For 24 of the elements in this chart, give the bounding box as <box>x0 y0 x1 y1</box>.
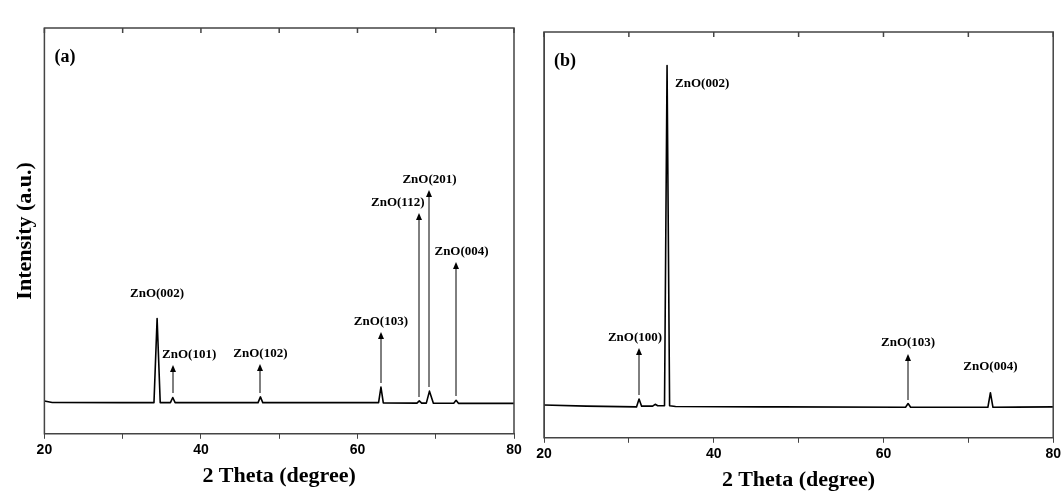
annotation: ZnO(102) <box>233 344 288 360</box>
x-tick-label: 20 <box>536 445 552 462</box>
text: (a) <box>54 45 76 67</box>
annotation: ZnO(002) <box>675 74 730 90</box>
x-tick-label: 60 <box>875 445 892 462</box>
annotation: ZnO(101) <box>162 346 217 362</box>
x-tick-label: 80 <box>506 441 522 458</box>
x-axis-title: 2 Theta (degree) <box>722 466 876 492</box>
x-axis-title: 2 Theta (degree) <box>202 462 356 488</box>
annotation: ZnO(100) <box>607 328 663 344</box>
annotation: ZnO(004) <box>434 243 489 259</box>
x-tick-label: 80 <box>1045 445 1062 462</box>
annotation: ZnO(002) <box>130 285 185 301</box>
annotation: ZnO(004) <box>963 357 1018 373</box>
annotation: ZnO(103) <box>881 334 936 350</box>
annotation: ZnO(201) <box>402 171 457 186</box>
x-tick-label: 40 <box>193 441 209 458</box>
annotation: ZnO(103) <box>353 312 409 328</box>
y-axis-title: Intensity (a.u.) <box>10 162 36 300</box>
annotation: (b) <box>554 49 576 71</box>
x-tick-label: 20 <box>36 441 53 458</box>
x-tick-label: 60 <box>349 441 366 458</box>
x-tick-label: 40 <box>705 445 722 462</box>
annotation: ZnO(112) <box>371 193 425 209</box>
